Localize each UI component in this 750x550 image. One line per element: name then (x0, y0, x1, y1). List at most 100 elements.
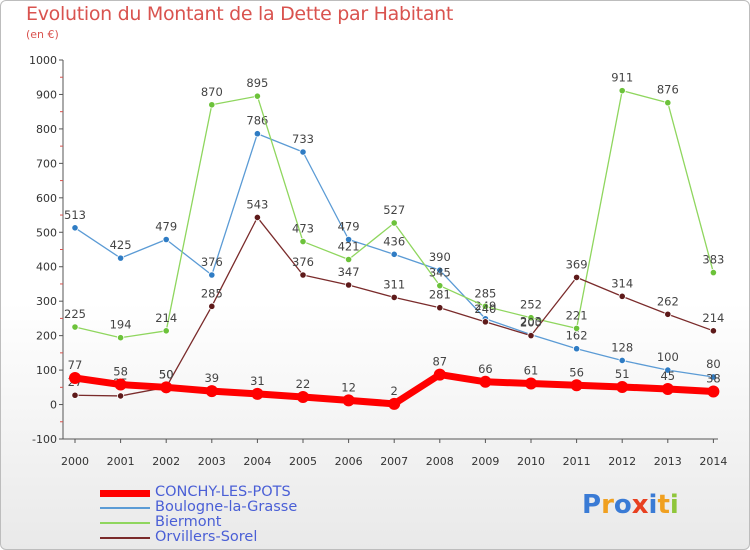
data-point-biermont (572, 324, 581, 333)
x-tick-label: 2007 (380, 455, 408, 468)
data-point-biermont (344, 255, 353, 264)
chart-title: Evolution du Montant de la Dette par Hab… (26, 3, 454, 25)
data-label-boulogne-la-grasse: 436 (383, 234, 405, 248)
y-tick-label: 800 (36, 123, 57, 136)
data-point-boulogne-la-grasse (299, 148, 307, 156)
data-point-biermont (208, 101, 216, 109)
data-label-orvillers-sorel: 543 (246, 197, 268, 211)
data-point-orvillers-sorel (390, 293, 398, 301)
data-label-biermont: 421 (338, 239, 360, 253)
legend-label-conchy: CONCHY-LES-POTS (155, 484, 291, 500)
data-point-orvillers-sorel (117, 392, 125, 400)
data-label-orvillers-sorel: 281 (429, 288, 451, 302)
data-label-orvillers-sorel: 200 (520, 316, 542, 330)
x-tick-label: 2002 (152, 455, 180, 468)
legend-label-boulogne: Boulogne-la-Grasse (155, 499, 298, 515)
data-label-conchy-les-pots: 87 (432, 355, 447, 369)
chart-subtitle: (en €) (26, 28, 59, 41)
data-label-boulogne-la-grasse: 513 (64, 208, 86, 222)
x-tick-label: 2013 (654, 455, 682, 468)
data-point-conchy-les-pots (479, 375, 492, 388)
y-tick-label: 100 (36, 364, 57, 377)
data-point-conchy-les-pots (525, 377, 537, 390)
logo-letter: i (648, 490, 658, 520)
y-tick-label: 0 (50, 399, 57, 412)
legend-label-biermont: Biermont (155, 514, 222, 530)
x-tick-label: 2006 (335, 455, 363, 468)
data-point-orvillers-sorel (664, 310, 672, 318)
data-point-conchy-les-pots (342, 394, 355, 407)
data-point-biermont (390, 219, 398, 227)
data-point-conchy-les-pots (114, 378, 127, 391)
data-label-conchy-les-pots: 50 (159, 367, 174, 381)
data-label-boulogne-la-grasse: 390 (429, 250, 451, 264)
data-point-orvillers-sorel (71, 391, 79, 399)
data-point-biermont (527, 314, 535, 322)
data-label-orvillers-sorel: 240 (474, 302, 496, 316)
data-point-conchy-les-pots (160, 381, 173, 394)
data-label-conchy-les-pots: 38 (706, 371, 721, 385)
y-tick-label: 1000 (29, 54, 57, 67)
data-point-boulogne-la-grasse (208, 271, 216, 279)
y-tick-label: 400 (36, 261, 57, 274)
data-point-biermont (481, 302, 489, 310)
data-point-biermont (117, 334, 125, 342)
logo-letter: i (669, 490, 679, 520)
data-point-biermont (162, 327, 170, 335)
data-point-biermont (664, 99, 672, 107)
data-label-boulogne-la-grasse: 479 (155, 220, 177, 234)
data-label-orvillers-sorel: 262 (657, 294, 679, 308)
logo-letter: o (613, 490, 632, 520)
y-tick-label: 600 (36, 192, 57, 205)
data-label-biermont: 225 (64, 307, 86, 321)
data-label-orvillers-sorel: 369 (566, 257, 588, 271)
legend-label-orvillers: Orvillers-Sorel (155, 529, 258, 545)
data-point-orvillers-sorel (344, 281, 353, 289)
x-tick-label: 2009 (471, 455, 499, 468)
data-point-orvillers-sorel (572, 273, 581, 282)
data-point-conchy-les-pots (433, 368, 446, 381)
x-tick-label: 2008 (426, 455, 454, 468)
data-label-conchy-les-pots: 2 (391, 384, 398, 398)
legend-item-biermont: Biermont (100, 514, 360, 532)
data-point-boulogne-la-grasse (344, 235, 353, 244)
data-point-biermont (618, 87, 626, 95)
data-label-biermont: 252 (520, 298, 542, 312)
data-label-biermont: 895 (246, 76, 268, 90)
proxiti-logo: Proxiti (582, 490, 679, 520)
data-label-boulogne-la-grasse: 786 (246, 114, 268, 128)
y-tick-label: 500 (36, 226, 57, 239)
data-label-boulogne-la-grasse: 203 (520, 315, 542, 329)
data-label-conchy-les-pots: 22 (296, 377, 311, 391)
data-point-orvillers-sorel (618, 292, 626, 300)
data-label-biermont: 473 (292, 222, 314, 236)
data-point-conchy-les-pots (616, 380, 629, 393)
data-label-conchy-les-pots: 51 (615, 367, 630, 381)
data-point-boulogne-la-grasse (390, 250, 398, 258)
data-label-boulogne-la-grasse: 425 (110, 238, 132, 252)
legend-item-conchy: CONCHY-LES-POTS (100, 484, 360, 502)
data-label-orvillers-sorel: 376 (292, 255, 314, 269)
data-label-biermont: 527 (383, 203, 405, 217)
data-label-biermont: 911 (611, 71, 633, 85)
x-tick-label: 2005 (289, 455, 317, 468)
y-tick-label: 700 (36, 157, 57, 170)
data-label-boulogne-la-grasse: 80 (706, 357, 721, 371)
data-point-boulogne-la-grasse (117, 254, 125, 262)
data-point-boulogne-la-grasse (436, 266, 444, 274)
data-point-conchy-les-pots (661, 383, 674, 396)
data-label-orvillers-sorel: 311 (383, 277, 405, 291)
data-label-biermont: 221 (566, 308, 588, 322)
x-tick-label: 2000 (61, 455, 89, 468)
data-point-boulogne-la-grasse (664, 366, 672, 374)
x-tick-label: 2014 (699, 455, 727, 468)
data-point-biermont (253, 92, 261, 100)
x-tick-label: 2003 (198, 455, 226, 468)
data-label-conchy-les-pots: 77 (68, 358, 83, 372)
legend-swatch-biermont (100, 522, 150, 524)
data-point-biermont (709, 268, 718, 277)
data-label-conchy-les-pots: 12 (341, 380, 356, 394)
data-label-boulogne-la-grasse: 128 (611, 340, 633, 354)
y-tick-label: 200 (36, 330, 57, 343)
